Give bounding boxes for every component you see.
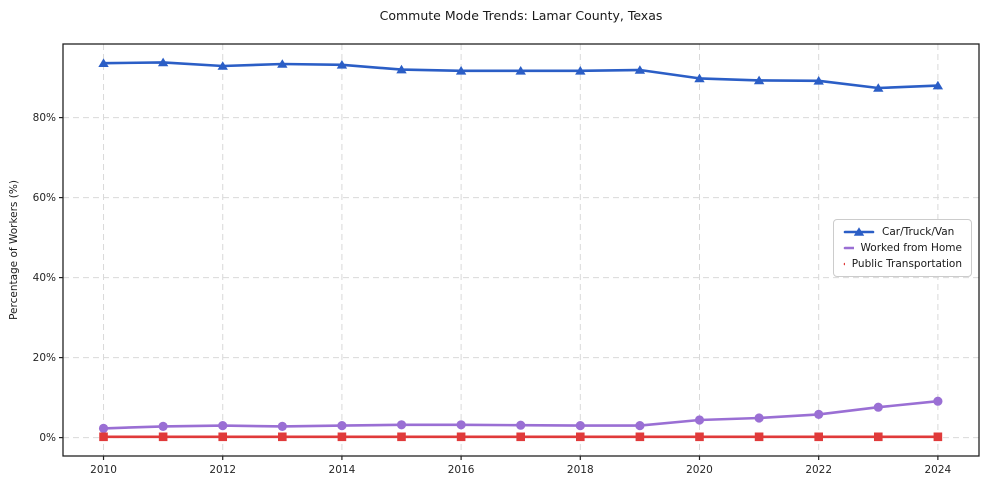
data-point-public-transportation (575, 432, 585, 442)
data-point-worked-from-home (98, 423, 109, 433)
data-point-public-transportation (278, 432, 287, 442)
data-point-worked-from-home (218, 421, 228, 431)
data-point-public-transportation (814, 432, 823, 442)
data-point-public-transportation (635, 432, 645, 442)
data-point-car-truck-van (396, 64, 407, 74)
axes-border (62, 43, 980, 457)
data-point-worked-from-home (277, 421, 287, 431)
x-tick-label: 2010 (90, 464, 117, 476)
y-tick-label: 60% (33, 192, 56, 204)
data-point-worked-from-home (456, 420, 466, 430)
data-point-public-transportation (397, 432, 406, 442)
data-point-public-transportation (754, 432, 764, 442)
x-tick-label: 2024 (925, 464, 952, 476)
legend: Car/Truck/Van Worked from Home Public Tr… (833, 219, 972, 277)
legend-sample-triangle-icon (853, 227, 865, 236)
data-point-worked-from-home (575, 421, 585, 431)
data-point-public-transportation (99, 432, 108, 442)
legend-item: Public Transportation (843, 258, 962, 270)
data-point-public-transportation (695, 432, 704, 442)
data-point-worked-from-home (933, 396, 943, 406)
chart-title: Commute Mode Trends: Lamar County, Texas (379, 8, 663, 23)
x-tick-label: 2020 (686, 464, 713, 476)
data-point-worked-from-home (635, 421, 645, 431)
data-point-public-transportation (158, 432, 168, 442)
data-point-worked-from-home (516, 420, 526, 430)
data-point-car-truck-van (634, 65, 646, 74)
legend-line-marker-public-transportation (843, 262, 845, 266)
x-tick-label: 2016 (448, 464, 475, 476)
x-tick-label: 2018 (567, 464, 594, 476)
data-point-worked-from-home (396, 420, 407, 430)
data-point-worked-from-home (158, 421, 168, 431)
data-point-car-truck-van (575, 66, 586, 75)
x-tick-label: 2022 (805, 464, 832, 476)
data-point-car-truck-van (932, 80, 944, 90)
legend-label: Worked from Home (860, 242, 962, 254)
x-tick-label: 2014 (329, 464, 356, 476)
data-point-car-truck-van (217, 61, 228, 70)
y-tick-label: 80% (33, 112, 56, 124)
data-point-car-truck-van (753, 75, 765, 85)
data-point-car-truck-van (694, 73, 705, 83)
data-point-car-truck-van (455, 66, 467, 75)
data-point-worked-from-home (694, 415, 705, 425)
data-point-car-truck-van (873, 83, 884, 92)
legend-label: Public Transportation (851, 258, 962, 270)
data-point-worked-from-home (814, 409, 824, 419)
legend-line-marker-worked-from-home (843, 246, 854, 250)
legend-line-marker-car-truck-van (843, 227, 875, 236)
data-point-public-transportation (933, 432, 943, 442)
y-tick-label: 20% (33, 352, 56, 364)
data-point-public-transportation (456, 432, 466, 442)
data-point-car-truck-van (515, 66, 526, 75)
data-point-car-truck-van (813, 76, 824, 85)
data-point-public-transportation (516, 432, 526, 442)
data-point-car-truck-van (98, 58, 109, 67)
y-tick-label: 40% (33, 272, 56, 284)
legend-item: Car/Truck/Van (843, 226, 962, 238)
data-point-car-truck-van (277, 59, 288, 68)
x-tick-label: 2012 (209, 464, 236, 476)
data-point-public-transportation (873, 432, 883, 442)
data-point-worked-from-home (337, 421, 347, 431)
legend-item: Worked from Home (843, 242, 962, 254)
data-point-worked-from-home (873, 402, 883, 412)
data-point-public-transportation (337, 432, 347, 442)
y-tick-label: 0% (39, 432, 56, 444)
data-point-car-truck-van (157, 57, 169, 67)
data-point-worked-from-home (754, 413, 764, 423)
legend-label: Car/Truck/Van (882, 226, 955, 238)
data-point-public-transportation (218, 432, 228, 442)
data-point-car-truck-van (336, 60, 348, 69)
